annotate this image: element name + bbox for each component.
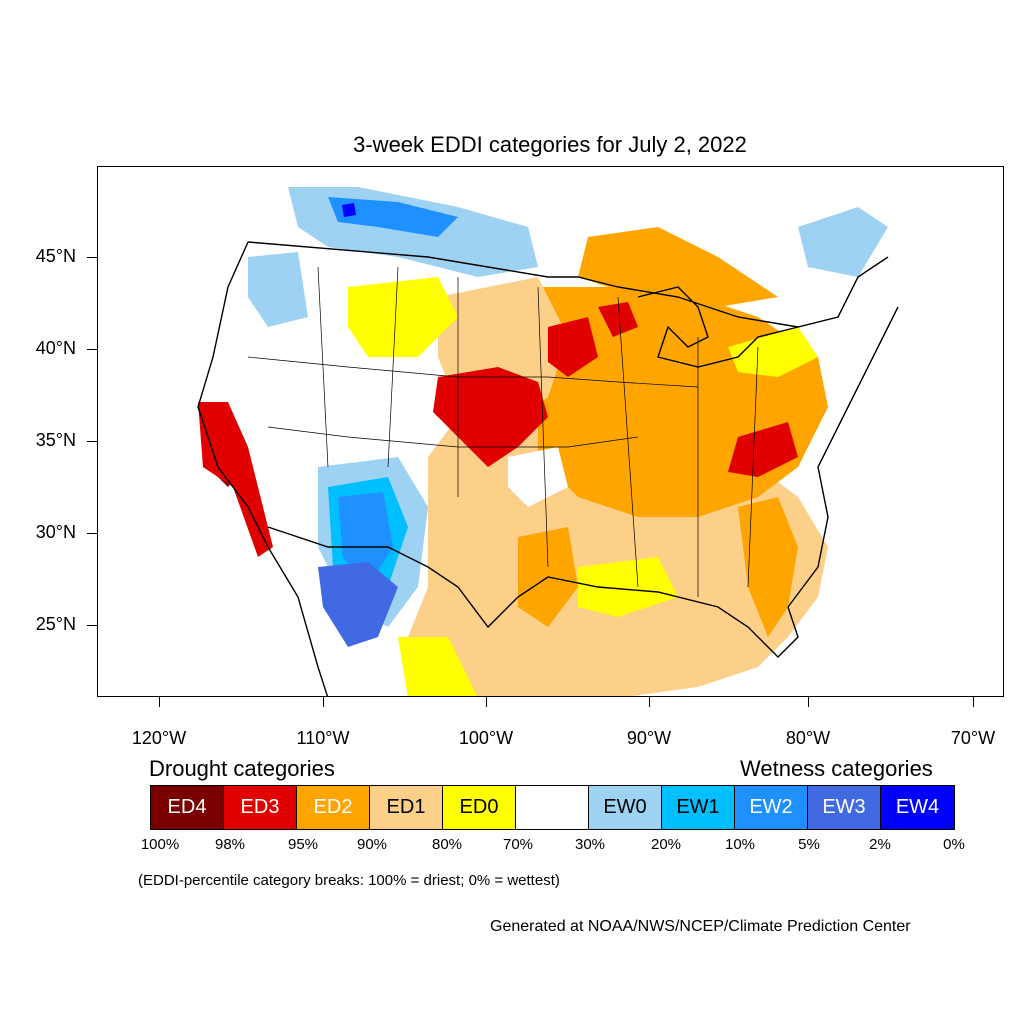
lat-label-45: 45°N: [35, 246, 76, 266]
ed2-north: [578, 227, 778, 307]
pct-label: 95%: [287, 836, 319, 853]
legend-label: EW3: [822, 796, 866, 818]
credit-line: Generated at NOAA/NWS/NCEP/Climate Predi…: [490, 918, 911, 935]
lon-label-70w: 70°W: [950, 728, 996, 748]
west-coast: [197, 241, 329, 696]
pct-label: 0%: [943, 836, 965, 853]
lon-label-90w: 90°W: [626, 728, 672, 748]
drought-categories-heading: Drought categories: [149, 756, 335, 781]
eddi-map: [197, 187, 899, 696]
lat-label-25: 25°N: [35, 614, 76, 634]
lon-tick: [486, 697, 487, 707]
category-breaks-note: (EDDI-percentile category breaks: 100% =…: [138, 872, 560, 889]
pct-label: 100%: [140, 836, 180, 853]
lon-label-120w: 120°W: [131, 728, 187, 748]
legend-label: EW0: [603, 796, 647, 818]
lat-label-40: 40°N: [35, 338, 76, 358]
lon-tick: [323, 697, 324, 707]
legend-label: EW4: [895, 796, 940, 818]
us-canada-border: [247, 241, 889, 328]
pct-label: 90%: [356, 836, 388, 853]
legend-box-ed1: ED1: [370, 786, 443, 829]
legend-box-ed0: ED0: [443, 786, 516, 829]
lon-label-80w: 80°W: [785, 728, 831, 748]
pct-label: 80%: [431, 836, 463, 853]
legend-box-ew4: EW4: [881, 786, 954, 829]
legend-box-ed4: ED4: [151, 786, 224, 829]
lat-tick: [87, 257, 97, 258]
ew0-northeast: [798, 207, 888, 277]
lon-label-100w: 100°W: [458, 728, 514, 748]
legend-label: ED4: [167, 796, 207, 818]
lat-tick: [87, 625, 97, 626]
legend-box-ew0: EW0: [589, 786, 662, 829]
lon-tick: [649, 697, 650, 707]
ed0-mexico: [398, 637, 478, 696]
ew3-southwest: [318, 562, 398, 647]
ed3-wisconsin: [598, 302, 638, 337]
category-fields: [198, 187, 888, 696]
pct-label: 98%: [214, 836, 246, 853]
east-coast: [787, 306, 899, 608]
ed3-virginia: [728, 422, 798, 477]
gulf-coast: [517, 576, 799, 658]
legend-label: ED0: [459, 796, 499, 818]
pct-label: 20%: [650, 836, 682, 853]
lat-label-30: 30°N: [35, 522, 76, 542]
ed0-northwest: [348, 277, 458, 357]
ed2-southeast: [738, 497, 798, 637]
lat-label-35: 35°N: [35, 430, 76, 450]
ed0-gulf: [578, 557, 678, 617]
map-title: 3-week EDDI categories for July 2, 2022: [353, 132, 747, 157]
wetness-categories-heading: Wetness categories: [740, 756, 933, 781]
pct-label: 30%: [574, 836, 606, 853]
ew1-north: [328, 197, 458, 237]
great-lakes: [637, 286, 799, 368]
map-frame: [97, 166, 1004, 697]
lon-label-110w: 110°W: [296, 728, 350, 748]
lon-tick: [808, 697, 809, 707]
state-lines: [247, 266, 759, 597]
neutral-colorado: [508, 447, 568, 507]
legend-box-ed3: ED3: [224, 786, 297, 829]
us-mexico-border: [267, 526, 519, 629]
pct-label: 2%: [869, 836, 891, 853]
legend-box-ew2: EW2: [735, 786, 808, 829]
pct-label: 70%: [502, 836, 534, 853]
pct-label: 10%: [724, 836, 756, 853]
ew2-southwest: [338, 492, 393, 587]
boundaries: [197, 241, 899, 696]
lon-tick: [973, 697, 974, 707]
legend-box-ew1: EW1: [662, 786, 735, 829]
legend-label: EW1: [676, 796, 720, 818]
ew0-northwest: [248, 252, 308, 327]
lon-tick: [159, 697, 160, 707]
legend-label: ED3: [240, 796, 280, 818]
legend-label: ED2: [313, 796, 353, 818]
pct-label: 5%: [798, 836, 820, 853]
ed0-ohio: [728, 327, 818, 377]
ed3-iowa: [548, 317, 598, 377]
lat-tick: [87, 349, 97, 350]
lat-tick: [87, 533, 97, 534]
legend-bar: ED4 ED3 ED2 ED1 ED0 EW0 EW1 EW2 EW3 EW4: [150, 785, 955, 830]
legend-box-ed2: ED2: [297, 786, 370, 829]
ed3-plains: [433, 367, 548, 467]
legend-label: EW2: [749, 796, 793, 818]
lat-tick: [87, 441, 97, 442]
legend-box-neutral: [516, 786, 589, 829]
ew4-montana: [342, 203, 356, 217]
legend-box-ew3: EW3: [808, 786, 881, 829]
legend-label: ED1: [386, 796, 426, 818]
